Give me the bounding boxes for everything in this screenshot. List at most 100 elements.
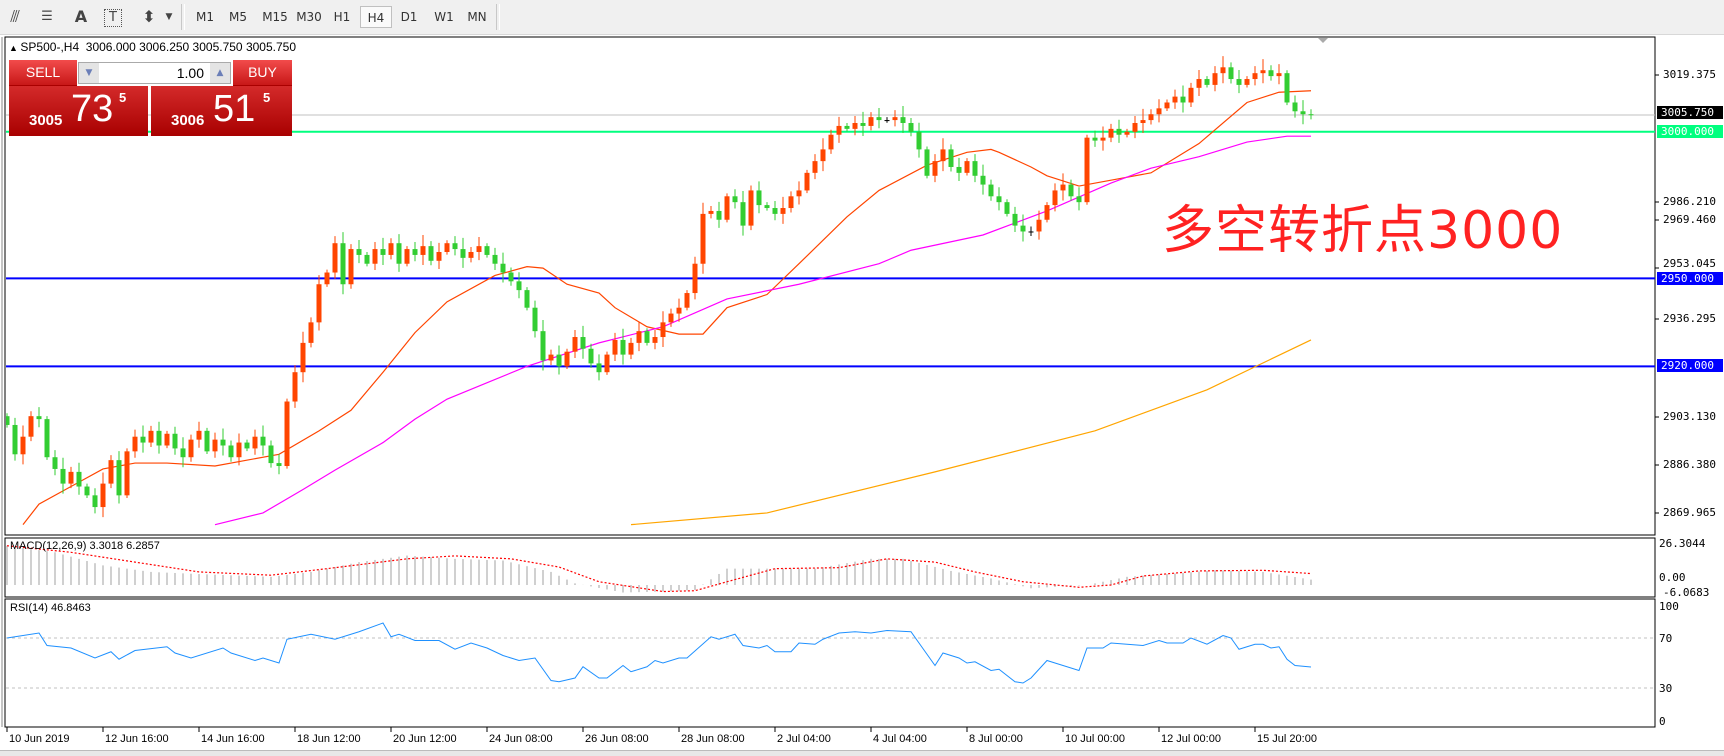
level-label-3000: 3000.000 — [1657, 125, 1723, 138]
candle-body — [180, 448, 186, 458]
candle-body — [516, 281, 522, 291]
candle-body — [1132, 123, 1138, 132]
candle-body — [1172, 96, 1178, 103]
date-label: 8 Jul 00:00 — [969, 733, 1023, 745]
macd-pane-frame — [4, 537, 1656, 598]
candle-body — [948, 149, 954, 167]
candle-body — [220, 439, 226, 446]
candle-body — [108, 460, 114, 484]
candle-body — [124, 451, 130, 496]
date-label: 20 Jun 12:00 — [393, 733, 457, 745]
sell-button[interactable]: SELL — [9, 60, 77, 86]
candle-body — [244, 442, 250, 449]
candle-body — [172, 433, 178, 449]
timeframe-mn[interactable]: MN — [467, 10, 487, 24]
candle-body — [884, 120, 890, 122]
collapse-triangle-icon[interactable]: ▲ — [9, 43, 21, 53]
candle-body — [236, 442, 242, 458]
arrows-icon[interactable]: ⬍ — [142, 7, 156, 26]
sell-price[interactable]: 3005 73 5 — [9, 86, 148, 136]
text-label-icon[interactable]: T — [104, 9, 122, 27]
candle-body — [844, 125, 850, 129]
candle-body — [1292, 102, 1298, 112]
candle-body — [1012, 213, 1018, 226]
candle-body — [868, 117, 874, 126]
lot-increase-button[interactable]: ▲ — [210, 63, 230, 83]
candle-body — [636, 331, 642, 343]
candle-body — [372, 249, 378, 264]
candle-body — [356, 249, 362, 255]
date-label: 26 Jun 08:00 — [585, 733, 649, 745]
candle-body — [84, 486, 90, 496]
candle-body — [388, 243, 394, 255]
candle-body — [588, 348, 594, 364]
timeframe-h1[interactable]: H1 — [333, 10, 351, 24]
timeframe-h4[interactable]: H4 — [360, 6, 392, 28]
candle-body — [404, 249, 410, 264]
lot-size-stepper[interactable]: ▼ 1.00 ▲ — [78, 62, 231, 84]
candle-body — [748, 190, 754, 226]
rsi-axis-70: 70 — [1659, 632, 1673, 645]
candle-body — [652, 337, 658, 343]
candle-body — [1140, 120, 1146, 124]
candle-body — [52, 457, 58, 469]
price-tick: 2886.380 — [1663, 458, 1716, 471]
arrows-dropdown-icon[interactable]: ▼ — [165, 12, 173, 22]
timeframe-m15[interactable]: M15 — [262, 10, 288, 24]
candle-body — [572, 337, 578, 352]
candle-body — [1268, 70, 1274, 77]
candle-body — [780, 208, 786, 214]
candle-body — [820, 149, 826, 162]
candle-body — [980, 175, 986, 185]
candle-body — [644, 331, 650, 343]
buy-button[interactable]: BUY — [233, 60, 292, 86]
candle-body — [916, 131, 922, 150]
candle-body — [100, 483, 106, 508]
timeframe-w1[interactable]: W1 — [434, 10, 454, 24]
candle-body — [620, 339, 626, 355]
price-tick: 2986.210 — [1663, 195, 1716, 208]
candle-body — [1180, 96, 1186, 103]
rsi-axis-100: 100 — [1659, 600, 1679, 613]
candle-body — [676, 307, 682, 314]
candle-body — [92, 495, 98, 508]
timeframe-m5[interactable]: M5 — [229, 10, 247, 24]
candle-body — [988, 184, 994, 197]
candle-body — [596, 363, 602, 373]
candle-body — [364, 254, 370, 264]
rsi-label: RSI(14) 46.8463 — [10, 602, 91, 614]
macd-axis-zero: 0.00 — [1659, 571, 1686, 584]
candle-body — [876, 117, 882, 121]
lot-decrease-button[interactable]: ▼ — [79, 63, 99, 83]
macd-label: MACD(12,26,9) 3.3018 6.2857 — [10, 540, 160, 552]
fibonacci-fan-icon[interactable]: ☰ — [41, 9, 53, 24]
candle-body — [908, 123, 914, 132]
candle-body — [772, 208, 778, 214]
buy-price-pips: 51 — [213, 88, 256, 130]
candle-body — [1060, 184, 1066, 191]
candle-body — [1108, 128, 1114, 138]
candle-body — [732, 196, 738, 203]
candle-body — [268, 445, 274, 464]
price-pane-frame — [4, 36, 1656, 536]
candle-body — [828, 134, 834, 150]
text-icon[interactable]: A — [74, 7, 88, 26]
candle-body — [412, 249, 418, 255]
candle-body — [532, 307, 538, 332]
candle-body — [76, 471, 82, 487]
buy-price[interactable]: 3006 51 5 — [151, 86, 292, 136]
macd-axis-min: -6.0683 — [1663, 586, 1710, 599]
timeframe-m1[interactable]: M1 — [196, 10, 214, 24]
timeframe-m30[interactable]: M30 — [296, 10, 322, 24]
candle-body — [492, 254, 498, 264]
lot-size-input[interactable]: 1.00 — [176, 65, 204, 81]
candle-body — [420, 246, 426, 255]
candle-body — [1244, 79, 1250, 85]
candle-body — [628, 342, 634, 355]
fibonacci-expansion-icon[interactable]: ⫻ — [10, 7, 20, 26]
price-tick: 2869.965 — [1663, 506, 1716, 519]
timeframe-d1[interactable]: D1 — [400, 10, 418, 24]
candle-body — [276, 463, 282, 467]
candle-body — [188, 439, 194, 458]
